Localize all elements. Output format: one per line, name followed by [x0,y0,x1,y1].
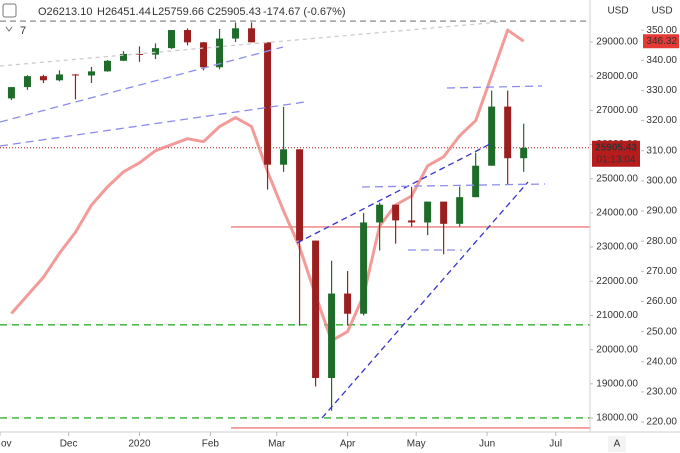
open-value: O26213.10 [38,6,92,18]
candle-body [184,30,192,43]
y-tick-label: 21000.00 [596,310,638,321]
candle-body [119,53,127,61]
trendline [0,46,284,123]
candle-body [488,106,496,166]
candle-body [248,28,256,43]
overlay-last-label: 346.32 [646,36,677,47]
y-tick-label: 19000.00 [596,378,638,389]
x-tick-label: Jun [479,439,495,450]
candle-body [504,106,512,159]
candle-body [55,74,63,81]
currency-badge [594,3,632,18]
trendline [446,85,543,89]
close-value: C25905.43 [207,6,261,18]
indicator-count[interactable]: 7 [20,25,26,37]
change-value: -174.67 (-0.67%) [263,6,346,18]
trendline [321,181,529,419]
y2-tick-label: 300.00 [646,176,677,187]
axis-panel [590,0,680,453]
candle-body [264,42,272,165]
candle-body [392,204,400,221]
trendlines [0,21,546,419]
y-tick-label: 23000.00 [596,242,638,253]
candle-body [520,147,528,159]
y2-tick-label: 230.00 [646,387,677,398]
y2-tick-label: 280.00 [646,236,677,247]
candle-body [376,204,384,223]
candle-body [440,201,448,224]
x-tick-label: Feb [202,439,220,450]
candle-body [328,293,336,378]
y-tick-label: 27000.00 [596,105,638,116]
axis-button-label[interactable]: A [614,439,621,450]
x-tick-label: 2020 [128,439,151,450]
candle-body [135,53,143,55]
last-price-badge [592,140,640,167]
y2-tick-label: 330.00 [646,85,677,96]
y-tick-label: 29000.00 [596,37,638,48]
candle-body [71,74,79,76]
y2-tick-label: 350.00 [646,25,677,36]
trendline [296,142,493,244]
candle-body [152,48,160,55]
candle-body [87,71,95,76]
y2-tick-label: 290.00 [646,206,677,217]
trendline [361,183,546,188]
trendline [0,21,501,67]
candle-body [344,293,352,314]
y-tick-label: 28000.00 [596,71,638,82]
candle-body [472,165,480,198]
candle-body [408,220,416,223]
low-value: L25759.66 [152,6,204,18]
y2-tick-label: 320.00 [646,115,677,126]
candle-body [168,30,176,49]
plot-area [0,20,590,429]
countdown-label: 01:13:04 [597,154,636,165]
y2-tick-label: 270.00 [646,266,677,277]
y-tick-label: 18000.00 [596,413,638,424]
y-tick-label: 24000.00 [596,208,638,219]
y2-tick-label: 310.00 [646,145,677,156]
x-tick-label: Apr [340,439,356,450]
overlay-last-badge [643,34,679,49]
axis-button[interactable] [608,436,626,452]
high-value: H26451.44 [97,6,151,18]
candle-body [296,149,304,241]
candle-body [200,42,208,68]
last-price-label: 25905.43 [595,142,637,153]
y-tick-label: 25000.00 [596,173,638,184]
candle-body [103,60,111,72]
y2-tick-label: 260.00 [646,296,677,307]
y2-tick-label: 240.00 [646,356,677,367]
x-tick-label: ov [1,439,12,450]
x-tick-label: Dec [60,439,78,450]
x-tick-label: May [407,439,426,450]
y2-tick-label: 220.00 [646,417,677,428]
candle-body [23,76,31,88]
x-tick-label: Jul [549,439,562,450]
candle-body [7,87,15,99]
candle-body [424,201,432,223]
symbol-icon[interactable] [2,3,17,18]
candle-body [456,197,464,224]
y-tick-label: 22000.00 [596,276,638,287]
x-tick-label: Mar [268,439,286,450]
candle-body [280,149,288,165]
candle-body [216,38,224,68]
y2-tick-label: 340.00 [646,55,677,66]
collapse-icon[interactable] [5,26,13,32]
legend-header: O26213.10 H26451.44 L25759.66 C25905.43 … [2,3,346,37]
y2-tick-label: 250.00 [646,326,677,337]
candle-body [312,240,320,378]
candle-body [360,222,368,314]
candle-body [39,76,47,81]
y-tick-label: 20000.00 [596,344,638,355]
candle-body [232,28,240,39]
currency-label: USD [651,6,672,17]
currency-label: USD [607,6,628,17]
